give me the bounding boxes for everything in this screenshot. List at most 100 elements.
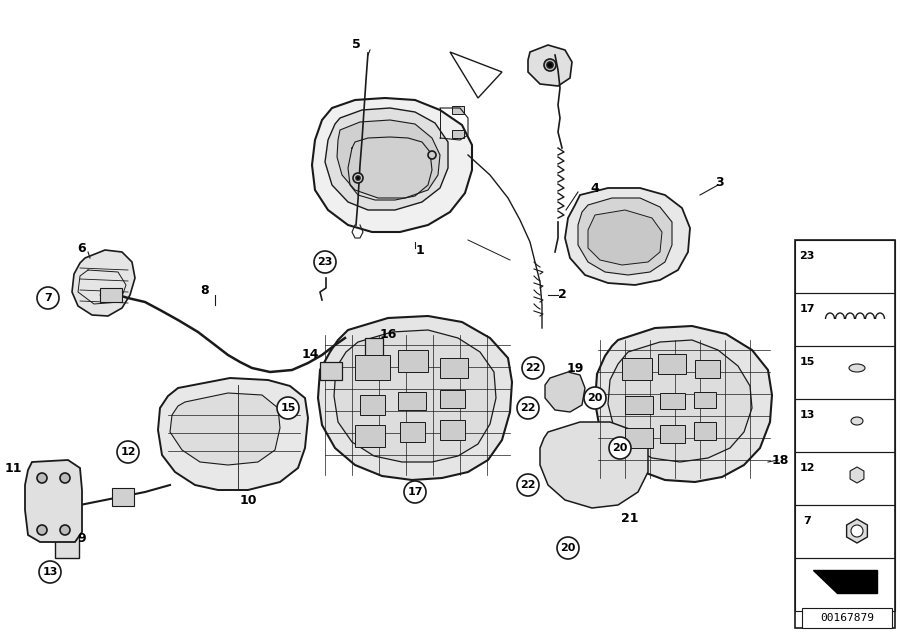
Bar: [795, 399, 895, 452]
Text: 13: 13: [799, 410, 815, 420]
Ellipse shape: [849, 364, 865, 372]
Circle shape: [37, 287, 59, 309]
Circle shape: [850, 254, 864, 268]
Circle shape: [851, 525, 863, 537]
Text: 7: 7: [44, 293, 52, 303]
Text: 23: 23: [799, 251, 815, 261]
Bar: [355, 355, 390, 380]
Polygon shape: [588, 210, 662, 265]
Circle shape: [314, 251, 336, 273]
Text: 16: 16: [379, 329, 397, 342]
Text: 15: 15: [799, 357, 815, 367]
Polygon shape: [608, 340, 752, 462]
Bar: [355, 425, 385, 447]
Polygon shape: [312, 98, 472, 232]
Bar: [795, 452, 895, 505]
Bar: [360, 395, 385, 415]
Text: 22: 22: [526, 363, 541, 373]
Polygon shape: [545, 372, 585, 412]
Polygon shape: [318, 316, 512, 480]
Text: 2: 2: [558, 289, 566, 301]
Polygon shape: [334, 330, 496, 462]
Bar: [795, 505, 895, 558]
Bar: [622, 358, 652, 380]
Bar: [55, 530, 79, 558]
Circle shape: [39, 561, 61, 583]
Bar: [625, 428, 653, 448]
Polygon shape: [595, 326, 772, 482]
Bar: [320, 362, 342, 380]
Circle shape: [544, 59, 556, 71]
Text: 22: 22: [520, 403, 536, 413]
Text: 11: 11: [4, 462, 22, 474]
Bar: [660, 393, 685, 409]
Text: 22: 22: [520, 480, 536, 490]
Text: 14: 14: [302, 349, 319, 361]
Text: 9: 9: [77, 532, 86, 544]
Bar: [452, 106, 464, 114]
Polygon shape: [72, 250, 135, 316]
Bar: [795, 240, 895, 628]
Bar: [398, 350, 428, 372]
Bar: [695, 360, 720, 378]
Bar: [660, 425, 685, 443]
Text: 20: 20: [612, 443, 627, 453]
Circle shape: [37, 473, 47, 483]
Bar: [694, 422, 716, 440]
Text: 23: 23: [318, 257, 333, 267]
Text: 20: 20: [588, 393, 603, 403]
Polygon shape: [578, 198, 672, 275]
Text: 4: 4: [590, 181, 599, 195]
Polygon shape: [565, 188, 690, 285]
Circle shape: [547, 62, 553, 68]
Text: 18: 18: [772, 453, 789, 466]
Text: 15: 15: [280, 403, 296, 413]
Polygon shape: [158, 378, 308, 490]
Circle shape: [60, 473, 70, 483]
Bar: [625, 396, 653, 414]
Text: 5: 5: [352, 39, 360, 52]
Circle shape: [517, 474, 539, 496]
Ellipse shape: [851, 417, 863, 425]
Text: 19: 19: [566, 361, 584, 375]
Bar: [112, 488, 134, 506]
Circle shape: [277, 397, 299, 419]
Text: 3: 3: [716, 176, 724, 188]
Circle shape: [557, 537, 579, 559]
Bar: [795, 558, 895, 611]
Polygon shape: [325, 108, 448, 210]
Bar: [440, 420, 465, 440]
Text: 20: 20: [561, 543, 576, 553]
Polygon shape: [25, 460, 82, 542]
Text: 10: 10: [239, 494, 256, 506]
Text: 12: 12: [121, 447, 136, 457]
Bar: [440, 358, 468, 378]
Circle shape: [609, 437, 631, 459]
Bar: [694, 392, 716, 408]
Bar: [795, 240, 895, 293]
Text: 17: 17: [799, 304, 815, 314]
Text: 1: 1: [416, 244, 425, 256]
Circle shape: [60, 525, 70, 535]
Bar: [365, 338, 383, 360]
Text: 13: 13: [42, 567, 58, 577]
Circle shape: [117, 441, 139, 463]
Circle shape: [584, 387, 606, 409]
Bar: [452, 130, 464, 138]
Circle shape: [37, 525, 47, 535]
Text: 8: 8: [201, 284, 210, 296]
Polygon shape: [528, 45, 572, 86]
Bar: [400, 422, 425, 442]
Text: 12: 12: [799, 463, 815, 473]
Text: 7: 7: [803, 516, 811, 526]
Circle shape: [517, 397, 539, 419]
Circle shape: [356, 176, 360, 180]
Bar: [398, 392, 426, 410]
Circle shape: [404, 481, 426, 503]
Polygon shape: [170, 393, 280, 465]
Bar: [795, 346, 895, 399]
Text: 17: 17: [407, 487, 423, 497]
Polygon shape: [540, 422, 648, 508]
Bar: [802, 608, 892, 628]
Bar: [658, 354, 686, 374]
